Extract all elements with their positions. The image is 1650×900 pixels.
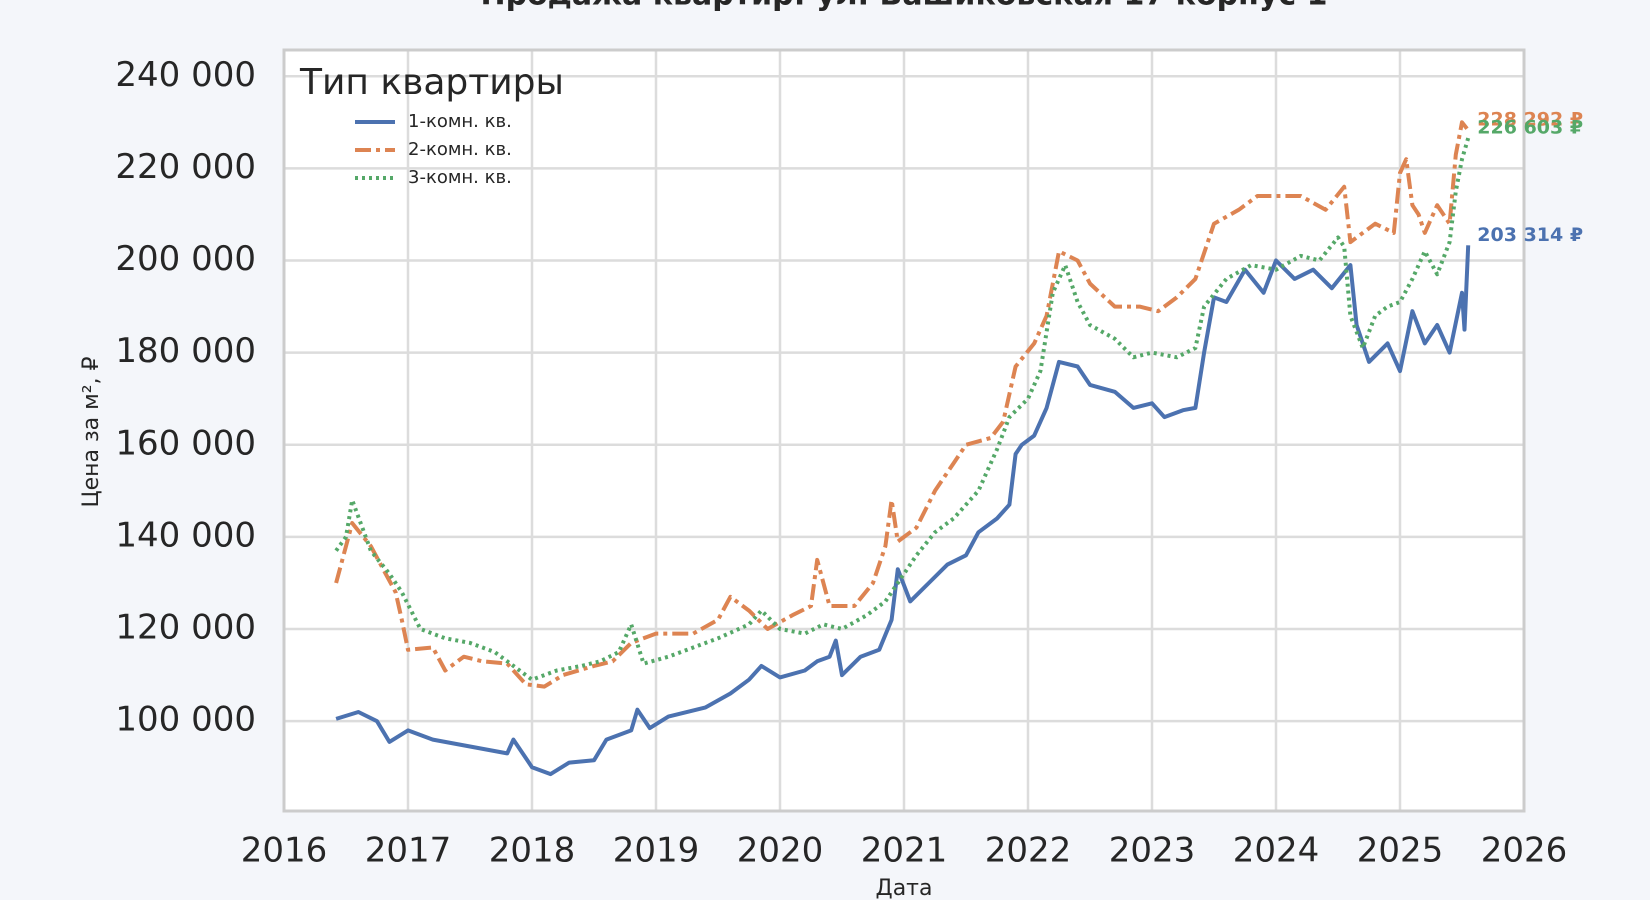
- end-value-label: 226 603 ₽: [1477, 116, 1583, 138]
- x-tick-label: 2023: [1109, 831, 1196, 871]
- x-tick-label: 2019: [613, 831, 700, 871]
- y-tick-label: 120 000: [115, 608, 256, 648]
- x-tick-label: 2018: [489, 831, 576, 871]
- series-line: [334, 120, 1470, 689]
- legend-title: Тип квартиры: [299, 62, 564, 103]
- x-tick-label: 2020: [737, 831, 824, 871]
- x-tick-label: 2022: [985, 831, 1072, 871]
- legend-label: 3-комн. кв.: [408, 167, 512, 188]
- end-value-label: 203 314 ₽: [1477, 224, 1583, 246]
- x-tick-label: 2021: [861, 831, 948, 871]
- end-value-label: 228 292 ₽: [1477, 109, 1583, 131]
- y-tick-label: 240 000: [115, 55, 256, 95]
- y-tick-label: 140 000: [115, 515, 256, 555]
- y-tick-label: 200 000: [115, 239, 256, 279]
- y-tick-label: 220 000: [115, 147, 256, 187]
- legend-label: 1-комн. кв.: [408, 111, 512, 132]
- x-tick-label: 2026: [1481, 831, 1568, 871]
- x-tick-label: 2017: [365, 831, 452, 871]
- y-tick-label: 100 000: [115, 700, 256, 740]
- chart-title: Продажа квартир: ул. Вашиковская 17 корп…: [480, 0, 1327, 13]
- plot-border: [282, 48, 1526, 813]
- x-tick-label: 2016: [241, 831, 328, 871]
- y-axis-label: Цена за м², ₽: [79, 356, 104, 507]
- legend-label: 2-комн. кв.: [408, 139, 512, 160]
- y-tick-label: 180 000: [115, 331, 256, 371]
- x-tick-label: 2024: [1233, 831, 1320, 871]
- x-tick-label: 2025: [1357, 831, 1444, 871]
- x-axis-label: Дата: [876, 876, 933, 900]
- y-tick-label: 160 000: [115, 423, 256, 463]
- series-line: [335, 245, 1471, 777]
